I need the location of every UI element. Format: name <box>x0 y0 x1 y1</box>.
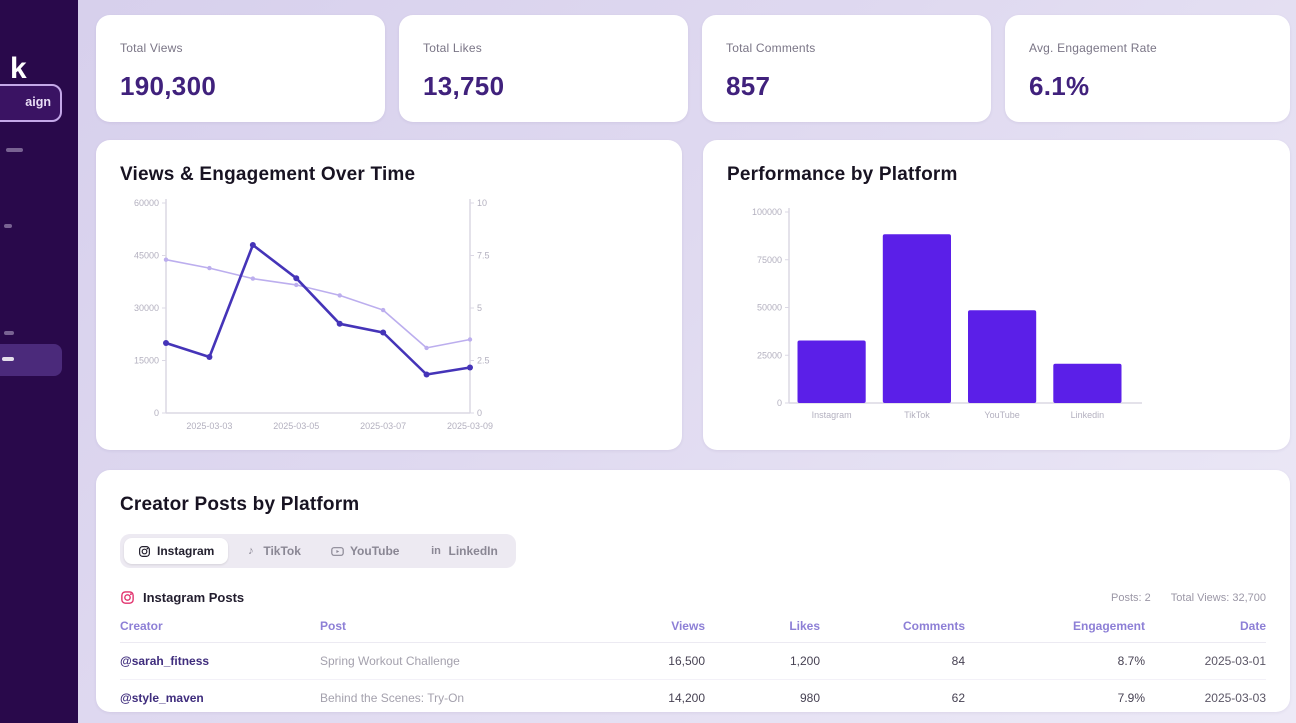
column-header: Likes <box>789 619 820 633</box>
stat-card-total-likes: Total Likes 13,750 <box>399 15 688 122</box>
engagement-cell: 8.7% <box>1117 654 1145 668</box>
svg-text:2025-03-07: 2025-03-07 <box>360 421 406 431</box>
tab-tiktok[interactable]: ♪ TikTok <box>230 538 315 564</box>
svg-text:TikTok: TikTok <box>904 410 930 420</box>
svg-text:100000: 100000 <box>752 207 782 217</box>
platform-performance-chart-card: Performance by Platform 0 25000 50000 75000… <box>703 140 1290 450</box>
stat-card-total-views: Total Views 190,300 <box>96 15 385 122</box>
stat-value: 857 <box>726 71 771 101</box>
stat-card-engagement-rate: Avg. Engagement Rate 6.1% <box>1005 15 1290 122</box>
creator-cell[interactable]: @sarah_fitness <box>120 654 210 668</box>
instagram-posts-header: Instagram Posts Posts: 2 Total Views: 32… <box>120 590 1266 605</box>
stat-value: 190,300 <box>120 71 217 101</box>
column-header: Comments <box>902 619 965 633</box>
table-row: @sarah_fitness Spring Workout Challenge 16… <box>120 643 1266 680</box>
svg-text:75000: 75000 <box>757 255 782 265</box>
svg-text:2025-03-05: 2025-03-05 <box>273 421 319 431</box>
bar-chart: 0 25000 50000 75000 100000 Instagram TikTok You… <box>752 207 1142 420</box>
posts-table-body: @sarah_fitness Spring Workout Challenge 16… <box>120 643 1266 716</box>
panel-title: Instagram Posts <box>143 590 245 605</box>
svg-text:YouTube: YouTube <box>984 410 1019 420</box>
column-header: Creator <box>120 619 163 633</box>
line-chart: 0 15000 30000 45000 60000 0 2.5 5 7.5 10 2025-03-0… <box>134 198 493 431</box>
svg-text:Linkedin: Linkedin <box>1071 410 1105 420</box>
creator-cell[interactable]: @style_maven <box>120 691 204 705</box>
svg-text:2025-03-03: 2025-03-03 <box>186 421 232 431</box>
sidebar-item[interactable] <box>4 224 12 228</box>
column-header: Post <box>320 619 347 633</box>
panel-total-views: Total Views: 32,700 <box>1170 591 1266 604</box>
youtube-icon <box>331 545 344 558</box>
sidebar-item[interactable] <box>4 331 14 335</box>
comments-cell: 62 <box>951 691 965 705</box>
svg-text:0: 0 <box>777 398 782 408</box>
stat-value: 13,750 <box>423 71 505 101</box>
section-title: Creator Posts by Platform <box>120 494 360 515</box>
date-cell: 2025-03-01 <box>1204 654 1266 668</box>
stat-label: Total Comments <box>726 41 816 55</box>
stat-label: Total Likes <box>423 41 482 55</box>
likes-cell: 1,200 <box>789 654 820 668</box>
svg-text:30000: 30000 <box>134 303 159 313</box>
tab-label: TikTok <box>263 544 301 558</box>
stat-card-total-comments: Total Comments 857 <box>702 15 991 122</box>
sidebar: k aign <box>0 0 78 723</box>
sidebar-item-active[interactable] <box>0 344 62 376</box>
svg-text:2.5: 2.5 <box>477 356 490 366</box>
likes-cell: 980 <box>799 691 820 705</box>
svg-text:50000: 50000 <box>757 303 782 313</box>
svg-text:5: 5 <box>477 303 482 313</box>
svg-text:10: 10 <box>477 198 487 208</box>
tab-linkedin[interactable]: in LinkedIn <box>415 538 511 564</box>
posts-table-header: Creator Post Views Likes Comments Engagement D… <box>120 619 1266 643</box>
campaign-button[interactable]: aign <box>0 84 62 122</box>
app-logo: k <box>10 52 27 85</box>
instagram-icon <box>138 545 151 558</box>
stat-value: 6.1% <box>1029 71 1090 101</box>
svg-text:60000: 60000 <box>134 198 159 208</box>
svg-text:25000: 25000 <box>757 350 782 360</box>
tab-youtube[interactable]: YouTube <box>317 538 414 564</box>
post-cell: Spring Workout Challenge <box>320 654 460 668</box>
tiktok-icon: ♪ <box>248 544 254 557</box>
instagram-icon <box>120 590 135 605</box>
tab-label: LinkedIn <box>448 544 498 558</box>
posts-count: Posts: 2 <box>1111 591 1151 604</box>
tab-instagram[interactable]: Instagram <box>124 538 229 564</box>
column-header: Engagement <box>1072 619 1145 633</box>
platform-tabs: Instagram ♪ TikTok YouTube in LinkedIn <box>120 534 516 568</box>
engagement-cell: 7.9% <box>1117 691 1145 705</box>
comments-cell: 84 <box>951 654 965 668</box>
stat-label: Avg. Engagement Rate <box>1029 41 1157 55</box>
svg-text:0: 0 <box>477 408 482 418</box>
svg-text:0: 0 <box>154 408 159 418</box>
views-cell: 14,200 <box>668 691 705 705</box>
tab-label: Instagram <box>157 544 215 558</box>
svg-text:7.5: 7.5 <box>477 251 490 261</box>
column-header: Date <box>1239 619 1266 633</box>
column-header: Views <box>671 619 705 633</box>
tab-label: YouTube <box>349 544 400 558</box>
views-cell: 16,500 <box>668 654 705 668</box>
stat-label: Total Views <box>120 41 183 55</box>
sidebar-item[interactable] <box>6 148 23 152</box>
svg-text:15000: 15000 <box>134 356 159 366</box>
svg-text:2025-03-09: 2025-03-09 <box>447 421 493 431</box>
date-cell: 2025-03-03 <box>1204 691 1266 705</box>
table-row: @style_maven Behind the Scenes: Try-On 14,… <box>120 680 1266 716</box>
linkedin-icon: in <box>431 544 441 557</box>
svg-text:45000: 45000 <box>134 251 159 261</box>
post-cell: Behind the Scenes: Try-On <box>320 691 465 705</box>
views-engagement-chart-card: Views & Engagement Over Time 0 15000 30000… <box>96 140 682 450</box>
svg-text:Instagram: Instagram <box>812 410 852 420</box>
creator-posts-card: Creator Posts by Platform Instagram ♪ TikT… <box>96 470 1290 712</box>
chart-title: Performance by Platform <box>727 164 958 185</box>
chart-title: Views & Engagement Over Time <box>120 164 416 185</box>
